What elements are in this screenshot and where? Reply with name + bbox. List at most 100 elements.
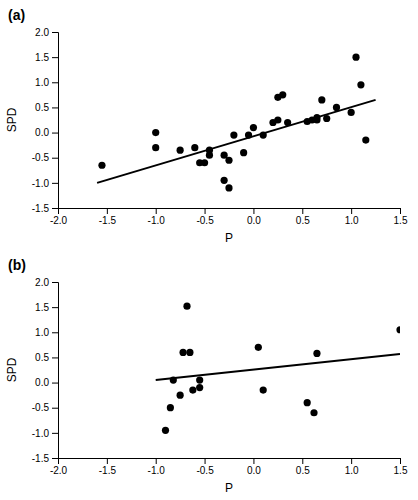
y-tick-label: 0.0 bbox=[35, 377, 49, 388]
y-tick-label: 2.0 bbox=[35, 277, 49, 288]
x-tick-label: -0.5 bbox=[196, 465, 214, 476]
scatter-point bbox=[333, 104, 340, 111]
scatter-point bbox=[152, 129, 159, 136]
x-tick: 1.0 bbox=[345, 208, 359, 226]
scatter-point bbox=[348, 109, 355, 116]
y-tick-label: 0.0 bbox=[35, 127, 49, 138]
y-tick-label: 0.5 bbox=[35, 102, 49, 113]
y-tick-label: -0.5 bbox=[32, 152, 50, 163]
x-axis: -2.0-1.5-1.0-0.50.00.51.01.5 bbox=[50, 208, 408, 226]
x-tick: 0.0 bbox=[247, 458, 261, 476]
x-tick-mark bbox=[205, 208, 206, 214]
x-tick-label: 1.0 bbox=[345, 215, 359, 226]
scatter-point bbox=[98, 162, 105, 169]
scatter-point bbox=[396, 326, 400, 333]
x-tick-label: 1.5 bbox=[394, 465, 408, 476]
regression-line bbox=[97, 100, 375, 183]
y-tick-mark bbox=[52, 458, 58, 459]
y-tick: 1.0 bbox=[35, 327, 58, 338]
panel: -2.0-1.5-1.0-0.50.00.51.01.5-1.5-1.0-0.5… bbox=[5, 27, 408, 245]
scatter-point bbox=[196, 376, 203, 383]
scatter-point bbox=[313, 116, 320, 123]
x-tick: 1.5 bbox=[394, 458, 408, 476]
y-axis: -1.5-1.0-0.50.00.51.01.52.0 bbox=[32, 27, 59, 214]
x-tick-label: 1.0 bbox=[345, 465, 359, 476]
y-tick-label: 0.5 bbox=[35, 352, 49, 363]
scatter-point bbox=[225, 184, 232, 191]
x-tick-mark bbox=[107, 458, 108, 464]
scatter-point bbox=[260, 131, 267, 138]
x-tick-label: -2.0 bbox=[50, 215, 68, 226]
y-tick-label: 1.0 bbox=[35, 77, 49, 88]
x-tick-mark bbox=[156, 458, 157, 464]
x-tick-mark bbox=[400, 208, 401, 214]
x-tick: 1.0 bbox=[345, 458, 359, 476]
y-tick: 2.0 bbox=[35, 277, 58, 288]
y-tick-mark bbox=[52, 107, 58, 108]
y-tick-mark bbox=[52, 158, 58, 159]
x-tick-mark bbox=[156, 208, 157, 214]
x-tick: -2.0 bbox=[50, 208, 68, 226]
y-tick-mark bbox=[52, 307, 58, 308]
scatter-point bbox=[179, 349, 186, 356]
y-tick-label: 2.0 bbox=[35, 27, 49, 38]
x-tick: 1.5 bbox=[394, 208, 408, 226]
scatter-point bbox=[183, 303, 190, 310]
x-tick-label: 0.0 bbox=[247, 465, 261, 476]
y-tick-mark bbox=[52, 408, 58, 409]
scatter-point bbox=[167, 404, 174, 411]
y-tick-mark bbox=[52, 183, 58, 184]
scatter-point bbox=[152, 144, 159, 151]
plot-area bbox=[97, 54, 375, 192]
y-tick: 0.0 bbox=[35, 127, 58, 138]
x-tick: -1.5 bbox=[99, 458, 117, 476]
y-tick-mark bbox=[52, 133, 58, 134]
y-tick-label: -1.5 bbox=[32, 203, 50, 214]
scatter-point bbox=[230, 131, 237, 138]
x-tick-label: 0.0 bbox=[247, 215, 261, 226]
y-tick-label: -1.0 bbox=[32, 428, 50, 439]
x-tick-label: 0.5 bbox=[296, 215, 310, 226]
x-tick-label: 0.5 bbox=[296, 465, 310, 476]
scatter-point bbox=[177, 147, 184, 154]
scatter-point bbox=[255, 344, 262, 351]
x-axis-line bbox=[59, 209, 401, 215]
scatter-point bbox=[225, 157, 232, 164]
scatter-point bbox=[304, 399, 311, 406]
x-tick-label: -1.5 bbox=[99, 215, 117, 226]
scatter-point bbox=[196, 384, 203, 391]
y-tick: 0.0 bbox=[35, 377, 58, 388]
scatter-point bbox=[279, 91, 286, 98]
x-tick-mark bbox=[253, 208, 254, 214]
y-tick-label: -0.5 bbox=[32, 402, 50, 413]
plot-area bbox=[156, 303, 400, 434]
scatter-point bbox=[323, 115, 330, 122]
scatter-point bbox=[274, 116, 281, 123]
y-tick-label: 1.5 bbox=[35, 302, 49, 313]
y-axis-line bbox=[52, 283, 59, 459]
y-tick-mark bbox=[52, 32, 58, 33]
x-tick-label: 1.5 bbox=[394, 215, 408, 226]
scatter-point bbox=[206, 147, 213, 154]
y-tick: -1.0 bbox=[32, 178, 58, 189]
y-tick-mark bbox=[52, 383, 58, 384]
scatter-point bbox=[240, 149, 247, 156]
scatter-point bbox=[318, 96, 325, 103]
x-tick-mark bbox=[253, 458, 254, 464]
x-tick-mark bbox=[351, 458, 352, 464]
x-axis-title: P bbox=[225, 231, 233, 245]
x-tick: -0.5 bbox=[196, 208, 214, 226]
y-tick: -1.5 bbox=[32, 453, 58, 464]
scatter-point bbox=[170, 376, 177, 383]
y-axis-line bbox=[52, 33, 59, 209]
y-axis: -1.5 -1.0 -0.5 0.0 0.5 1.0 1.5 2.0 bbox=[32, 277, 59, 464]
scatter-point bbox=[352, 54, 359, 61]
y-axis-title: SPD bbox=[5, 357, 19, 382]
x-tick-mark bbox=[400, 458, 401, 464]
scatter-point bbox=[310, 409, 317, 416]
y-tick-mark bbox=[52, 57, 58, 58]
x-tick: -1.5 bbox=[99, 208, 117, 226]
x-tick-mark bbox=[302, 208, 303, 214]
scatter-point bbox=[362, 137, 369, 144]
x-axis: -2.0-1.5-1.0-0.50.00.51.01.5 bbox=[50, 458, 408, 476]
